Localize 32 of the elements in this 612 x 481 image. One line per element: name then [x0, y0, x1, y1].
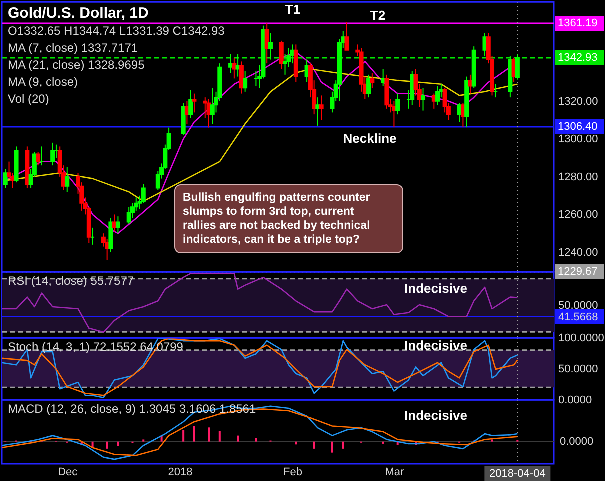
x-tick-label: Mar — [385, 466, 405, 478]
y-tick-label: 1280.00 — [558, 171, 598, 184]
annotation: Neckline — [343, 131, 397, 146]
annotation: T1 — [285, 2, 301, 17]
annotation: MA (21, close) 1328.9695 — [8, 58, 146, 72]
y-tick-label: 1260.00 — [558, 209, 598, 222]
annotation: O1332.65 H1344.74 L1331.39 C1342.93 — [8, 24, 226, 38]
y-tick-label: 50.0000 — [558, 300, 598, 312]
annotation: Indecisive — [404, 338, 468, 353]
annotation: Vol (20) — [8, 92, 50, 106]
annotation: Bullish engulfing patterns counter slumps to form 3rd top, current rallies are not backed by technical indicators, can it be a triple top? — [183, 192, 371, 246]
annotation: Indecisive — [404, 281, 468, 296]
ref-line-label: 1342.93 — [558, 52, 598, 64]
y-tick-label: 1320.00 — [558, 96, 598, 108]
y-tick-label: 41.5668 — [558, 311, 598, 324]
chart-title: Gold/U.S. Dollar, 1D — [8, 5, 150, 22]
x-tick-label: Feb — [284, 466, 303, 478]
annotation: MA (7, close) 1337.7171 — [8, 41, 138, 55]
y-tick-label: 1240.00 — [558, 246, 598, 259]
ref-line-label: 1306.40 — [558, 121, 598, 134]
ref-line-label: 1229.67 — [558, 266, 598, 278]
y-tick-label: 50.0000 — [558, 364, 598, 376]
annotation: T2 — [370, 8, 386, 23]
y-tick-label: 0.0000 — [558, 394, 592, 406]
ref-line-label: 1361.19 — [558, 18, 598, 30]
annotation: Indecisive — [404, 408, 468, 423]
x-tick-label: Dec — [58, 466, 78, 478]
y-tick-label: 1300.00 — [558, 134, 598, 146]
x-tick-label: 2018 — [168, 466, 193, 478]
annotation: MA (9, close) — [8, 75, 78, 89]
y-tick-label: 100.0000 — [558, 332, 604, 344]
ref-line-label: 2018-04-04 — [490, 468, 546, 480]
